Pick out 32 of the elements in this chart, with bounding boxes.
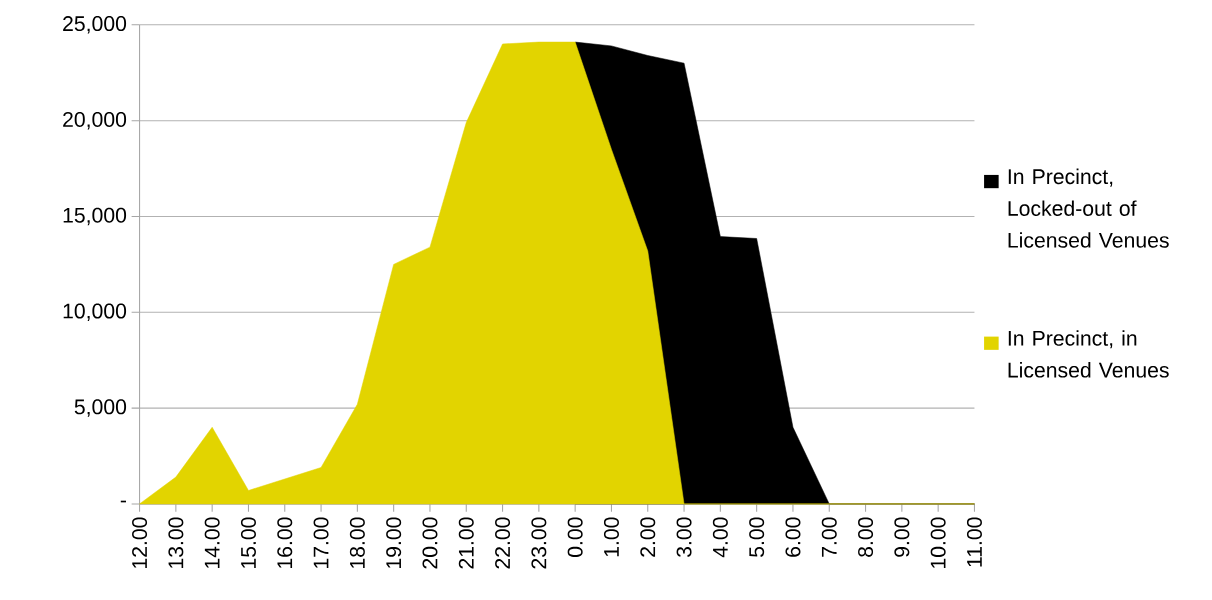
x-tick-label: 23.00 [531, 517, 547, 569]
x-tick-label: 5.00 [749, 517, 765, 557]
x-tick-label: 20.00 [422, 517, 438, 569]
x-tick-label: 6.00 [785, 517, 801, 557]
x-tick-label: 12.00 [132, 517, 148, 568]
x-tick-label: 16.00 [277, 517, 293, 568]
x-tick-label: 19.00 [386, 517, 402, 568]
y-tick-label: 20,000 [63, 111, 127, 130]
x-tick-label: 21.00 [458, 517, 474, 569]
x-tick-label: 17.00 [313, 517, 329, 568]
x-tick-label: 9.00 [894, 517, 910, 557]
x-tick-label: 1.00 [603, 517, 619, 557]
x-tick-label: 8.00 [858, 517, 874, 557]
x-tick-label: 10.00 [930, 517, 946, 568]
y-tick-label: 15,000 [63, 207, 127, 226]
x-tick-label: 0.00 [567, 517, 583, 557]
x-tick-label: 22.00 [495, 517, 511, 569]
x-tick-label: 15.00 [240, 517, 256, 568]
y-tick-label: - [120, 500, 126, 503]
legend-label: In Precinct, Locked-out of Licensed Venues [1008, 168, 1169, 248]
x-tick-label: 13.00 [168, 517, 184, 568]
x-tick-label: 11.00 [966, 517, 982, 567]
y-tick-label: 5,000 [74, 399, 127, 417]
y-tick-label: 25,000 [63, 15, 127, 34]
x-tick-label: 7.00 [821, 517, 837, 557]
x-tick-label: 3.00 [676, 517, 692, 557]
x-tick-label: 4.00 [712, 517, 728, 558]
y-tick-label: 10,000 [63, 303, 127, 321]
legend-label: In Precinct, in Licensed Venues [1008, 330, 1169, 378]
x-tick-label: 2.00 [640, 517, 656, 557]
x-tick-label: 18.00 [349, 517, 365, 568]
x-tick-label: 14.00 [204, 517, 220, 568]
